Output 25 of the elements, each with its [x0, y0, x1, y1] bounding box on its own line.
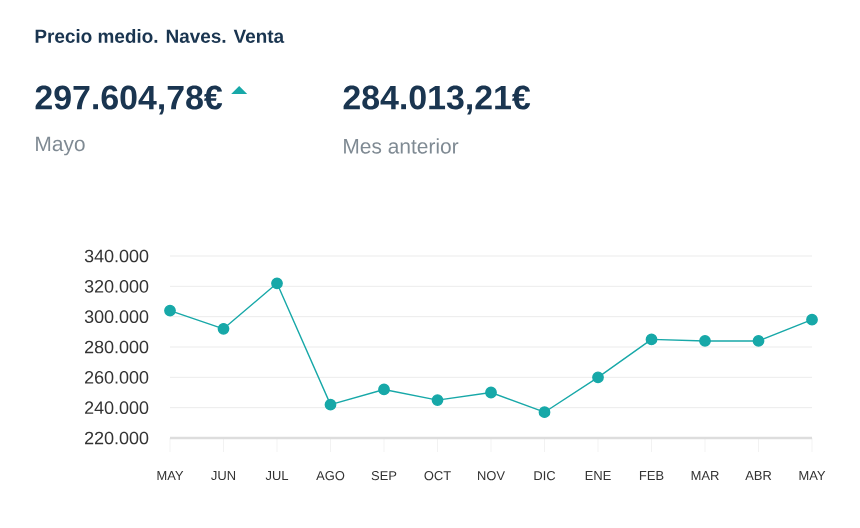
- point: [806, 313, 818, 326]
- text: 297.604,78€: [35, 85, 223, 115]
- point: [164, 304, 176, 317]
- y-tick-label: 220.000: [85, 431, 149, 445]
- y-tick-label: 260.000: [85, 370, 149, 384]
- point: [752, 335, 765, 347]
- y-tick-label: 280.000: [85, 340, 149, 354]
- point: [431, 394, 444, 406]
- y-tick-label: 320.000: [84, 279, 149, 293]
- chart-title: Precio medio. Naves. Venta: [35, 29, 285, 43]
- point: [538, 406, 551, 419]
- text: 284.013,21€: [343, 85, 531, 115]
- text: Mes anterior: [344, 138, 459, 154]
- point: [271, 277, 283, 290]
- point: [592, 371, 604, 384]
- y-tick-label: 340.000: [84, 249, 149, 263]
- point: [485, 386, 497, 399]
- point: [699, 335, 711, 347]
- point: [378, 383, 390, 396]
- y-tick-label: 240.000: [85, 401, 149, 415]
- point: [645, 333, 658, 346]
- y-tick-label: 300.000: [84, 310, 149, 324]
- point: [217, 322, 230, 335]
- text: Mayo: [36, 136, 85, 156]
- point: [324, 398, 337, 411]
